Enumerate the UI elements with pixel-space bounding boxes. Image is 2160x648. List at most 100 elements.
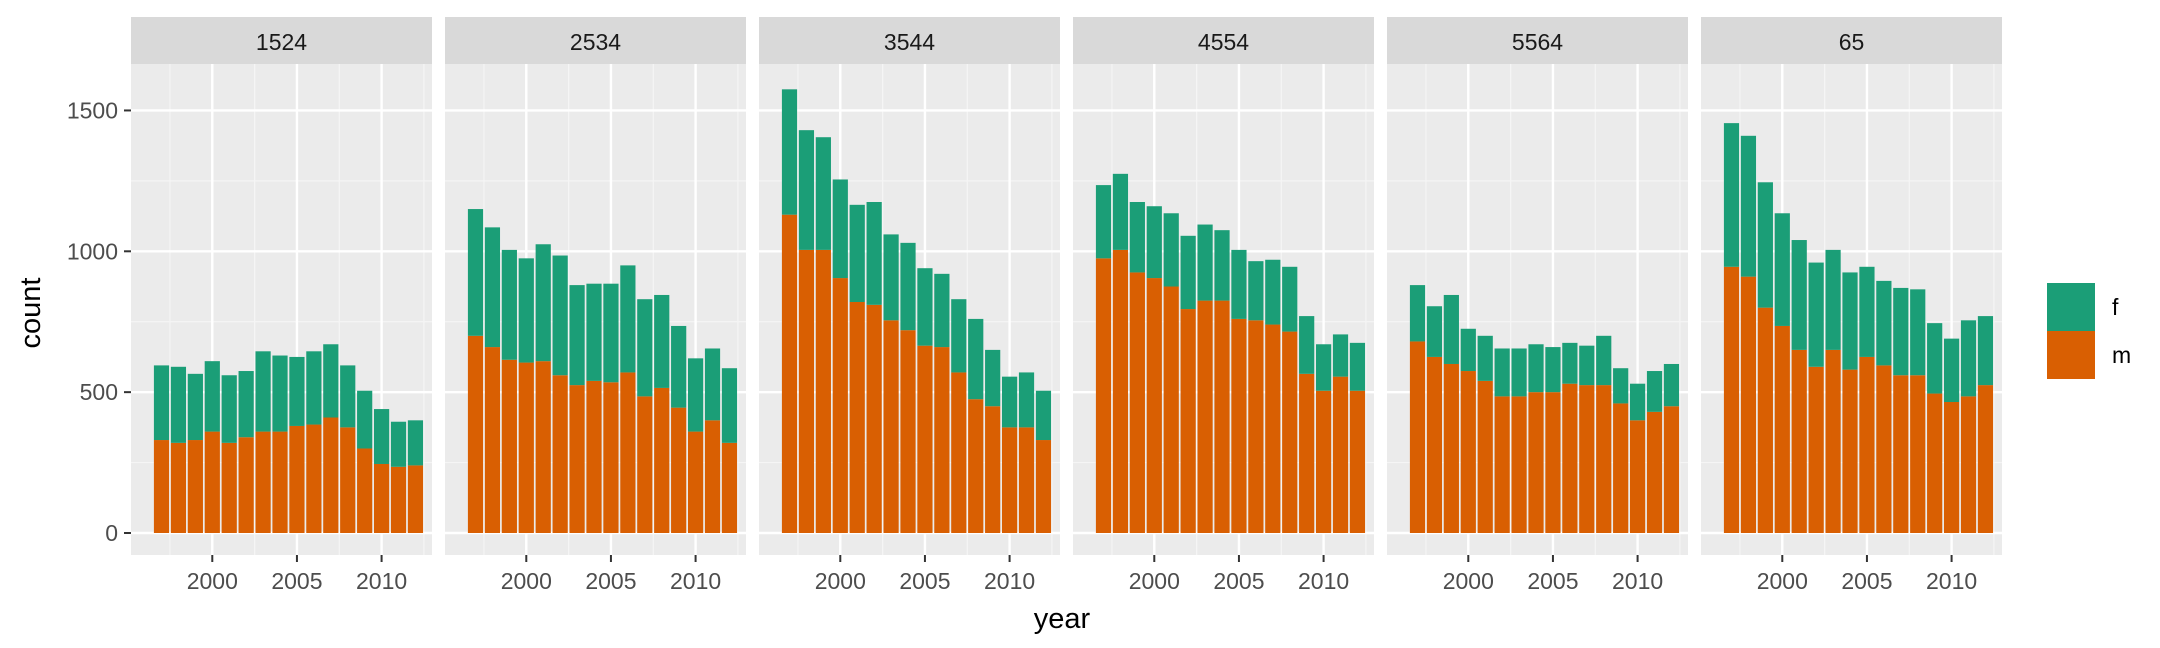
bar-m-2005: [1231, 318, 1247, 533]
bar-m-2002: [1808, 366, 1824, 533]
bar-f-2007: [323, 344, 339, 418]
x-tick-label: 2005: [271, 568, 322, 594]
bar-m-2003: [569, 385, 585, 533]
y-tick-label: 500: [80, 379, 118, 405]
facet-panel-4554: 4554 2000 2005 2010: [1073, 17, 1374, 594]
bar-m-2005: [603, 382, 619, 533]
bar-f-2000: [1146, 206, 1162, 279]
facet-label: 1524: [256, 29, 307, 55]
bar-m-2002: [1180, 309, 1196, 533]
x-tick-label: 2000: [1129, 568, 1180, 594]
bar-m-1998: [484, 347, 501, 533]
bar-m-2007: [1579, 385, 1595, 533]
bar-m-2000: [1460, 371, 1476, 533]
x-tick-label: 2000: [815, 568, 866, 594]
bar-f-1999: [1757, 182, 1773, 308]
bar-m-2008: [1910, 375, 1926, 533]
bar-f-1998: [1426, 306, 1443, 357]
x-tick-label: 2005: [1527, 568, 1578, 594]
bar-f-1999: [187, 373, 203, 441]
bar-f-1997: [467, 209, 484, 336]
facet-strip: [1701, 17, 2002, 64]
bar-m-2012: [721, 442, 738, 533]
bar-m-2012: [407, 465, 424, 533]
bar-m-2012: [1035, 440, 1052, 533]
bar-f-2000: [1774, 213, 1790, 326]
facet-label: 4554: [1198, 29, 1249, 55]
bar-f-2002: [1808, 262, 1824, 367]
bar-m-2009: [1927, 393, 1943, 533]
bar-f-2009: [357, 390, 373, 449]
bar-m-2003: [883, 320, 899, 533]
bar-f-1999: [1129, 202, 1145, 273]
bar-m-2009: [1299, 373, 1315, 533]
bar-m-2002: [552, 375, 568, 533]
bar-m-2006: [306, 424, 322, 533]
bar-m-2004: [900, 330, 916, 533]
bar-f-2012: [1663, 363, 1680, 407]
bar-m-1999: [501, 359, 517, 533]
bar-f-2008: [968, 318, 984, 400]
x-tick-label: 2010: [1298, 568, 1349, 594]
facet-strip: [759, 17, 1060, 64]
bar-f-2010: [373, 409, 390, 464]
bar-f-1997: [781, 89, 798, 215]
bar-m-2001: [1791, 349, 1807, 533]
bar-f-2006: [1562, 342, 1578, 384]
bar-m-2011: [1332, 376, 1349, 533]
facet-strip: [131, 17, 432, 64]
bar-m-2011: [1960, 396, 1977, 533]
bar-f-2012: [1035, 390, 1052, 441]
bar-f-2002: [1180, 235, 1196, 310]
bar-f-2007: [1265, 259, 1281, 325]
x-tick-label: 2005: [899, 568, 950, 594]
x-tick-label: 2000: [1757, 568, 1808, 594]
bar-m-2009: [985, 406, 1001, 533]
bar-m-2005: [917, 345, 933, 533]
bar-f-2006: [306, 351, 322, 425]
bar-f-2010: [1001, 376, 1018, 428]
x-tick-label: 2010: [1926, 568, 1977, 594]
bar-f-2012: [407, 420, 424, 466]
legend-key-m: [2047, 331, 2095, 379]
bar-m-2006: [1248, 320, 1264, 533]
bar-f-2005: [289, 356, 305, 426]
bar-m-2008: [968, 399, 984, 533]
bar-m-2012: [1349, 390, 1366, 533]
bar-m-2008: [654, 387, 670, 533]
bar-m-2011: [1646, 411, 1663, 533]
bar-f-2008: [654, 294, 670, 388]
bar-m-2008: [1282, 331, 1298, 533]
bar-f-2006: [1876, 280, 1892, 366]
bar-m-2011: [1018, 427, 1035, 533]
bar-f-2002: [552, 255, 568, 376]
bar-m-1998: [798, 249, 815, 534]
x-axis-title: year: [1034, 603, 1091, 635]
bar-m-2006: [1562, 383, 1578, 533]
bar-f-2004: [586, 283, 602, 381]
bar-m-2010: [1629, 420, 1646, 533]
bar-m-2003: [1197, 300, 1213, 533]
bar-m-1999: [1757, 307, 1773, 533]
bar-m-2008: [1596, 385, 1612, 533]
x-tick-label: 2010: [356, 568, 407, 594]
y-axis-title: count: [15, 278, 47, 349]
bar-f-2003: [1197, 224, 1213, 301]
bar-f-2010: [1315, 344, 1332, 391]
bar-m-2005: [289, 425, 305, 533]
bar-m-2002: [866, 304, 882, 533]
facet-label: 2534: [570, 29, 621, 55]
bar-f-2005: [1231, 249, 1247, 319]
facet-panel-3544: 3544 2000 2005 2010: [759, 17, 1060, 594]
bar-m-2011: [390, 466, 407, 533]
facet-label: 5564: [1512, 29, 1563, 55]
bar-f-2005: [603, 283, 619, 383]
bar-f-2011: [704, 348, 721, 421]
bar-m-2000: [832, 278, 848, 533]
bar-f-2010: [687, 358, 704, 432]
bar-f-2008: [1910, 289, 1926, 376]
bar-m-1997: [1409, 341, 1426, 533]
bar-f-2008: [1596, 335, 1612, 386]
bar-f-2006: [620, 265, 636, 373]
bar-m-2000: [518, 362, 534, 533]
